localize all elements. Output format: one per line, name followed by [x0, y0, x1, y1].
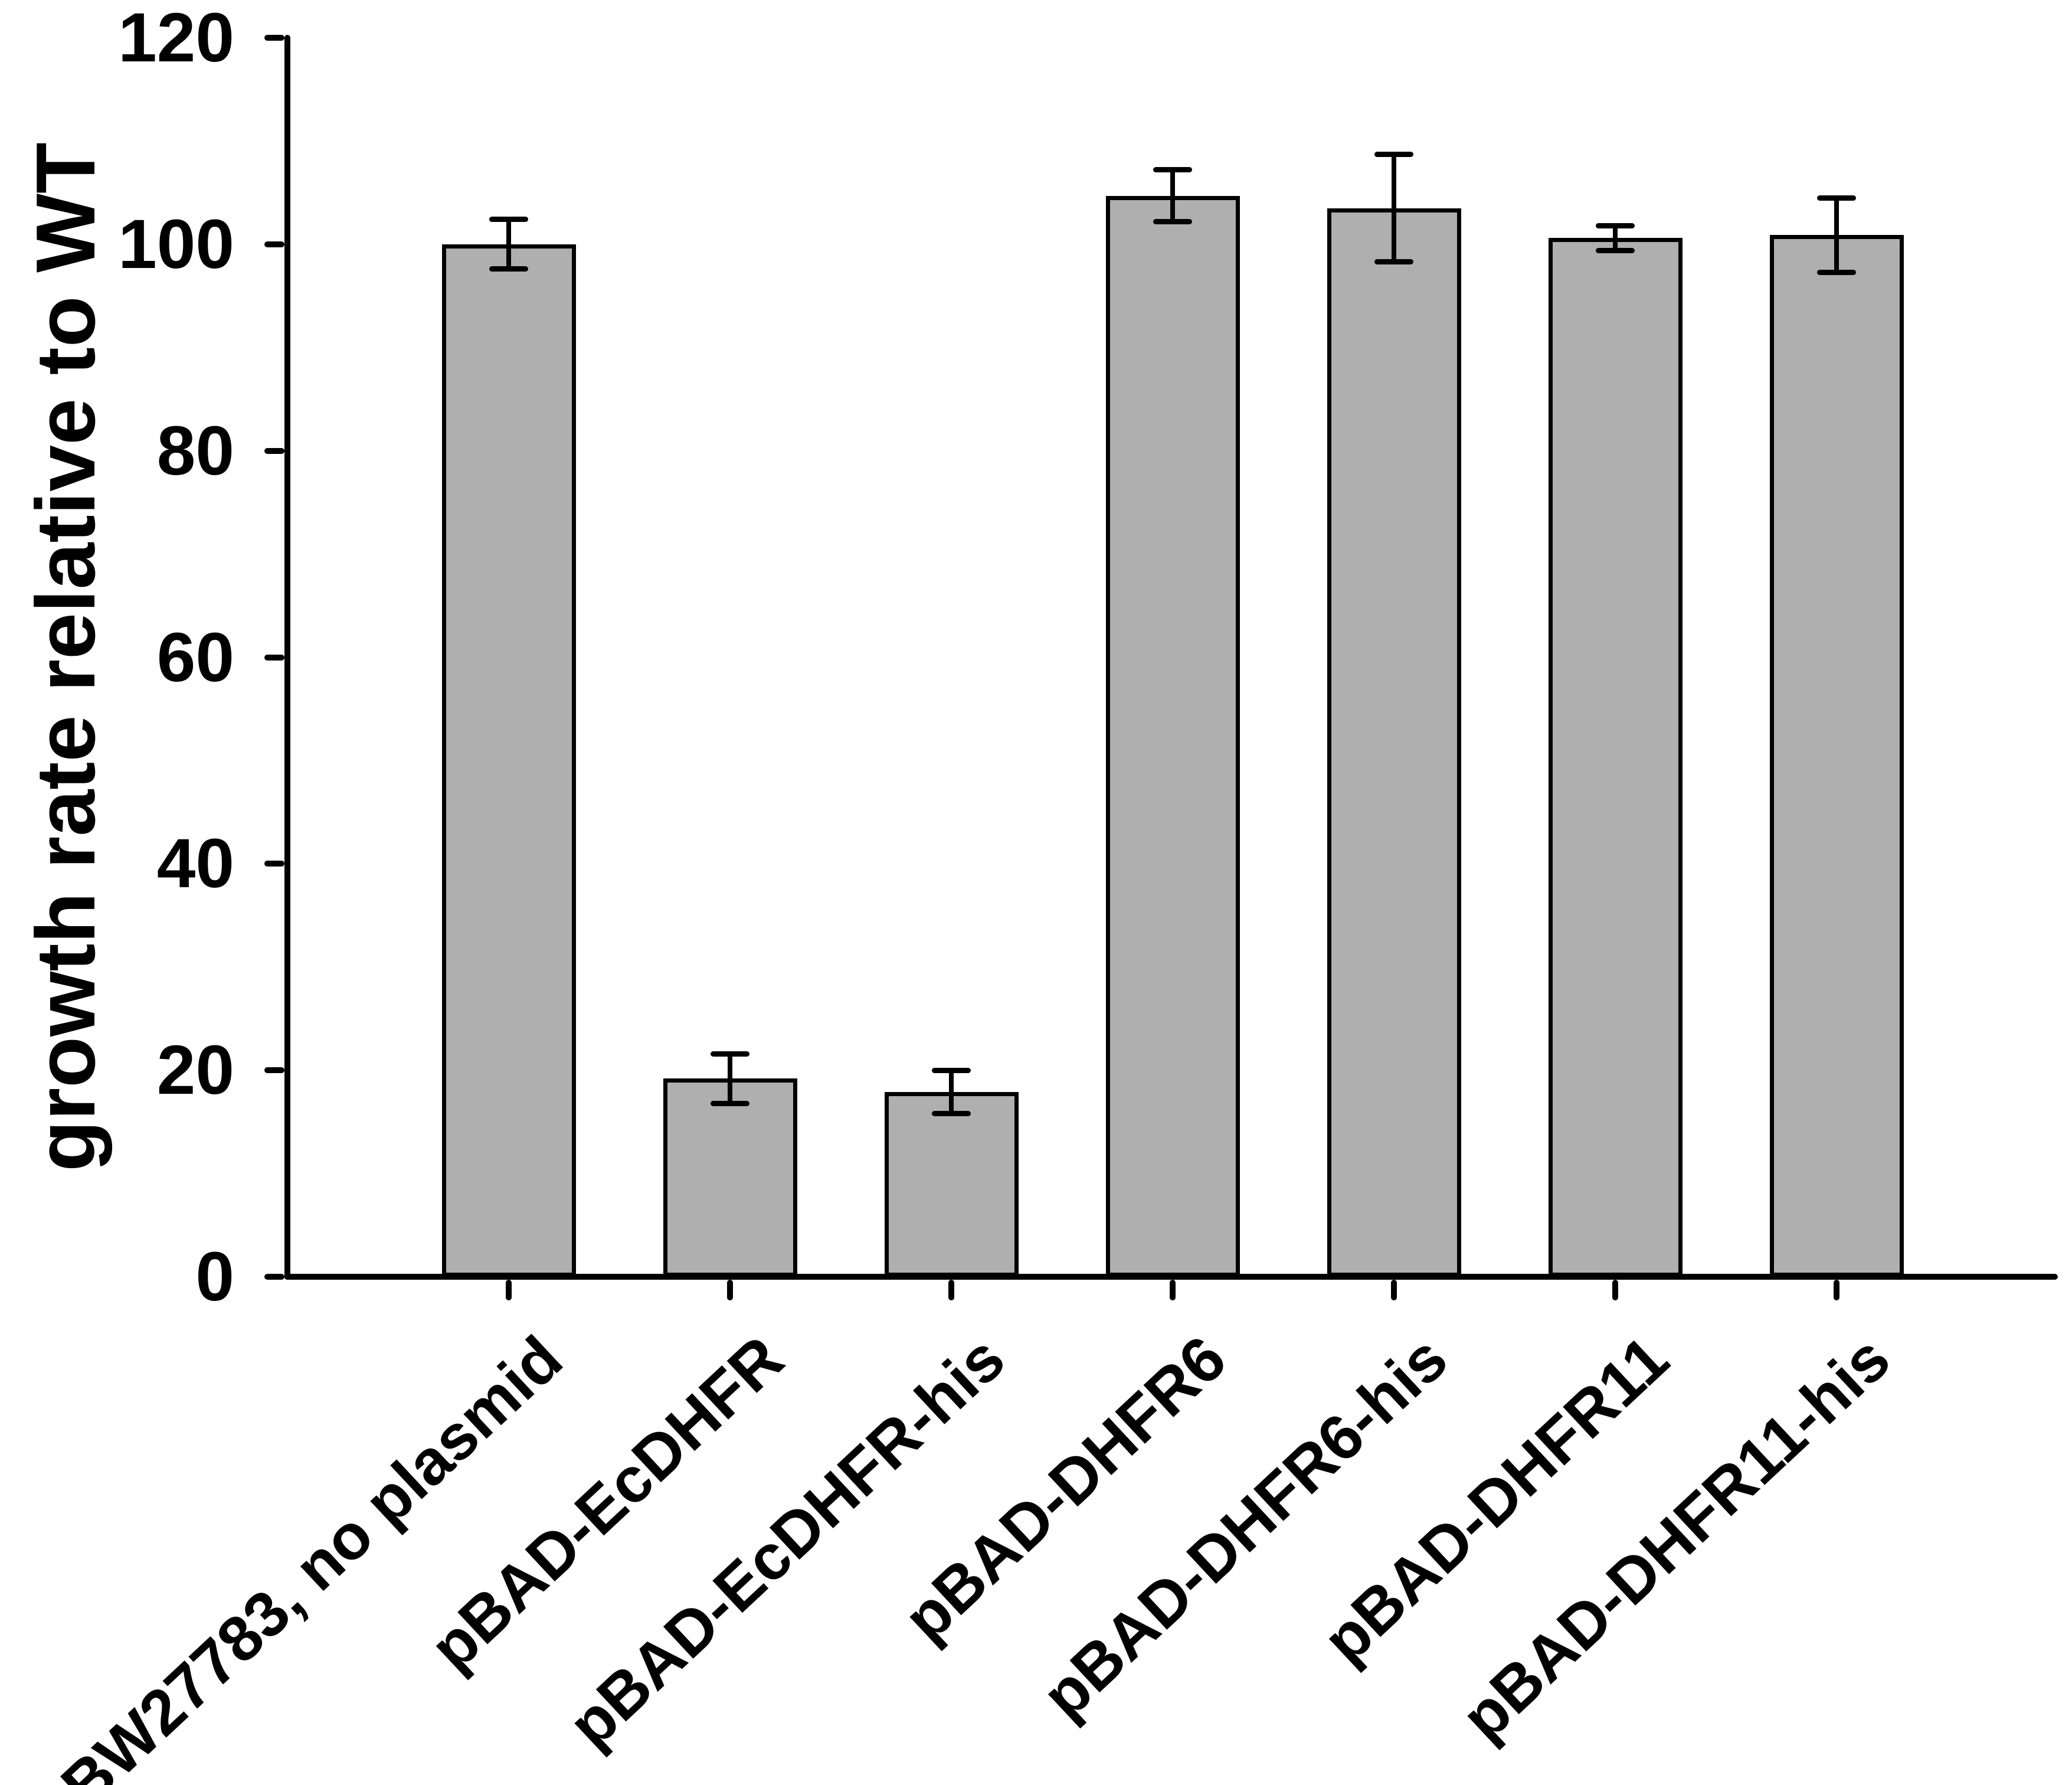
bar	[1769, 235, 1904, 1277]
y-tick-label: 0	[195, 1238, 234, 1316]
error-bar-cap-top	[1374, 152, 1413, 158]
y-tick-label: 40	[156, 825, 234, 903]
y-tick	[264, 1067, 284, 1074]
bar	[1327, 208, 1461, 1277]
error-bar-cap-bottom	[1374, 259, 1413, 265]
error-bar-cap-bottom	[1153, 218, 1192, 224]
error-bar-cap-top	[489, 217, 528, 223]
error-bar-line	[1392, 154, 1396, 262]
error-bar-line	[1170, 169, 1175, 222]
bar	[663, 1078, 797, 1277]
x-category-label: pBAD-DHFR11-his	[1448, 1322, 1903, 1754]
y-tick	[264, 1274, 284, 1280]
error-bar-cap-top	[1817, 195, 1856, 201]
y-tick-label: 80	[156, 411, 234, 490]
bar	[441, 244, 576, 1277]
y-tick-label: 100	[118, 205, 234, 283]
bar	[884, 1091, 1019, 1277]
bar	[1548, 238, 1683, 1277]
x-tick	[1170, 1280, 1176, 1300]
error-bar-cap-top	[932, 1067, 971, 1073]
error-bar-cap-top	[1596, 223, 1635, 228]
error-bar-cap-bottom	[1596, 247, 1635, 253]
error-bar-cap-bottom	[711, 1100, 749, 1106]
y-tick	[264, 35, 284, 41]
y-tick	[264, 241, 284, 247]
x-axis-line	[284, 1274, 2058, 1280]
y-tick-label: 60	[156, 618, 234, 697]
y-tick-label: 20	[156, 1031, 234, 1110]
y-tick	[264, 861, 284, 867]
x-tick	[727, 1280, 733, 1300]
error-bar-line	[949, 1070, 954, 1114]
y-tick	[264, 654, 284, 661]
error-bar-line	[1613, 225, 1618, 251]
x-category-label: pBAD-DHFR6-his	[1028, 1322, 1461, 1732]
error-bar-cap-top	[711, 1051, 749, 1057]
x-tick	[1612, 1280, 1618, 1300]
bar	[1105, 195, 1240, 1277]
error-bar-line	[506, 219, 511, 269]
y-tick-label: 120	[118, 0, 234, 77]
error-bar-line	[728, 1054, 732, 1104]
error-bar-cap-bottom	[489, 266, 528, 272]
y-tick	[264, 447, 284, 454]
error-bar-cap-top	[1153, 167, 1192, 173]
error-bar-cap-bottom	[1817, 269, 1856, 275]
x-category-label: BW27783, no plasmid	[47, 1322, 575, 1785]
y-axis-line	[284, 35, 290, 1280]
error-bar-line	[1834, 198, 1839, 273]
error-bar-cap-bottom	[932, 1111, 971, 1117]
x-tick	[1834, 1280, 1839, 1300]
x-tick	[948, 1280, 954, 1300]
x-tick	[506, 1280, 512, 1300]
x-tick	[1391, 1280, 1397, 1300]
x-category-label: pBAD-EcDHFR-his	[555, 1322, 1018, 1761]
